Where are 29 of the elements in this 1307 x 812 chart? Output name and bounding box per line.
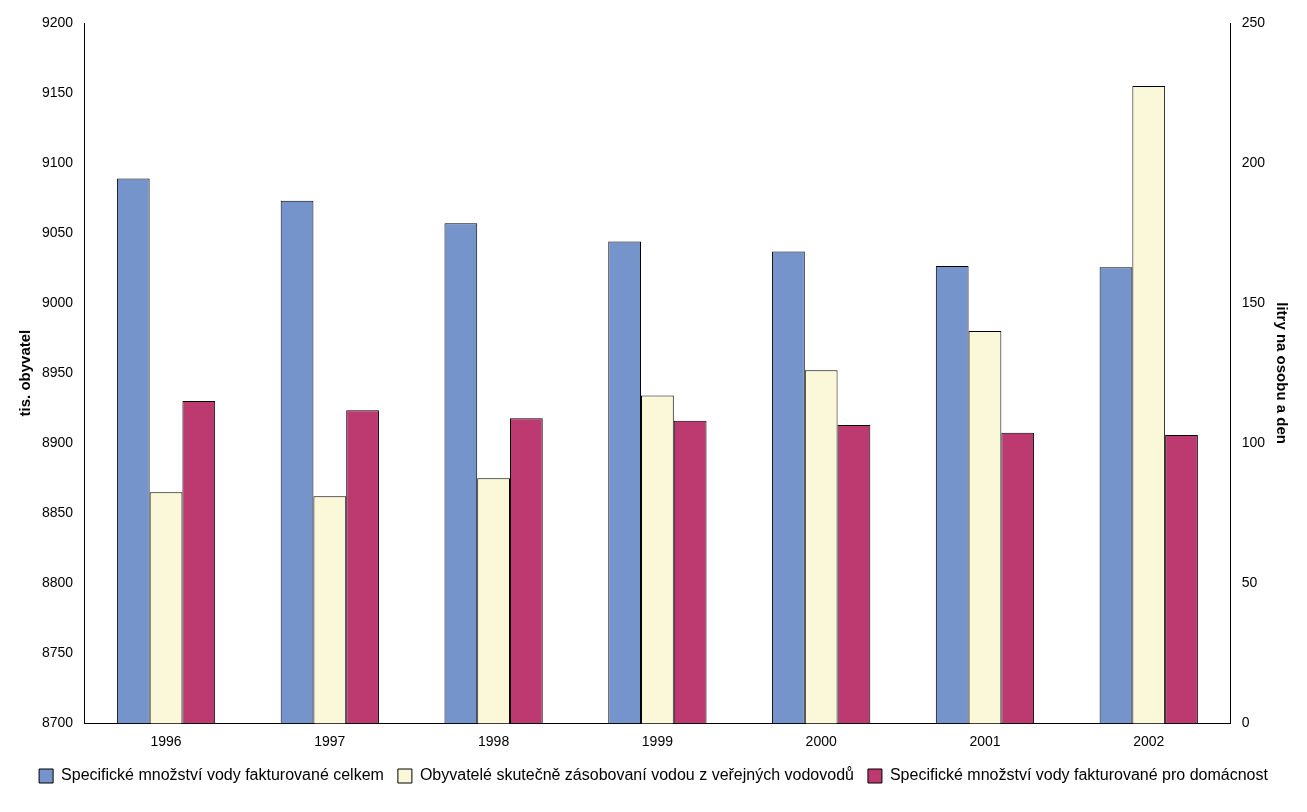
x-tick-label: 1997 [314,733,346,750]
y-tick-label: 9100 [41,153,74,170]
legend-label: Specifické množství vody fakturované celkem [61,766,384,784]
x-tick-label: 2000 [805,733,837,750]
y-tick-label: 8900 [41,433,74,450]
legend-label: Obyvatelé skutečně zásobovaní vodou z veřejných vodovodů [419,766,854,784]
x-tick-label: 1998 [478,733,510,750]
y-tick-label: 8700 [41,714,74,731]
y-tick-label: 9000 [41,293,74,310]
y-tick-label: 8950 [41,363,74,380]
y2-tick-label: 250 [1241,13,1266,30]
x-tick-label: 2002 [1133,733,1165,750]
x-tick-label: 1996 [150,733,182,750]
x-tick-label: 2001 [969,733,1001,750]
y2-tick-label: 50 [1241,574,1258,591]
y-tick-label: 8850 [41,504,74,520]
y-tick-label: 8800 [41,574,74,591]
y2-tick-label: 150 [1241,293,1266,310]
y2-tick-label: 200 [1241,153,1266,170]
y-tick-label: 8750 [41,644,74,661]
y2-axis-title: litry na osobu a den [1273,302,1291,444]
y2-tick-label: 100 [1241,433,1266,450]
y-axis-title: tis. obyvatel [16,329,34,417]
y-tick-label: 9150 [41,83,74,100]
y2-tick-label: 0 [1241,714,1250,731]
x-tick-label: 1999 [641,733,674,750]
y-tick-label: 9050 [41,223,74,240]
y-tick-label: 9200 [41,13,74,30]
legend-label: Specifické množství vody fakturované pro domácnost [889,766,1269,784]
